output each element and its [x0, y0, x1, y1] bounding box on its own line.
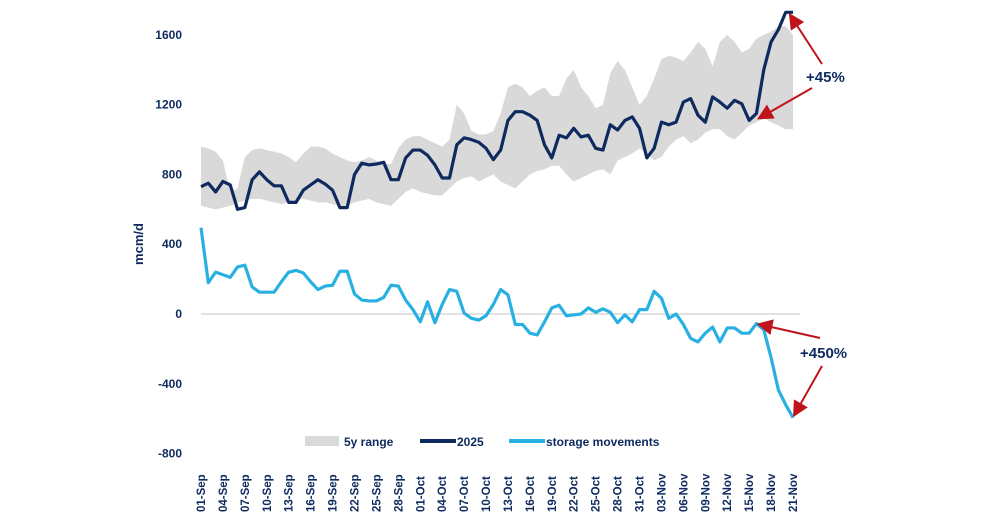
x-tick-label: 16-Oct: [525, 476, 537, 512]
x-tick-label: 01-Sep: [196, 474, 208, 512]
annotation-arrow: [795, 366, 822, 414]
x-tick-label: 25-Sep: [371, 474, 383, 512]
x-tick-label: 25-Oct: [591, 476, 603, 512]
annotation-450: +450%: [800, 345, 847, 362]
y-tick-label: -400: [158, 377, 182, 391]
series-storage-line: [201, 228, 793, 418]
x-tick-label: 22-Oct: [569, 476, 581, 512]
x-tick-label: 15-Nov: [744, 473, 756, 512]
y-tick-label: 1600: [155, 28, 182, 42]
y-tick-label: 800: [162, 167, 182, 181]
annotation-45: +45%: [806, 69, 845, 86]
x-tick-label: 09-Nov: [700, 473, 712, 512]
legend-label-range: 5y range: [344, 435, 394, 449]
y-tick-label: 1200: [155, 98, 182, 112]
x-tick-label: 28-Oct: [613, 476, 625, 512]
x-tick-label: 13-Sep: [284, 474, 296, 512]
x-tick-label: 12-Nov: [722, 473, 734, 512]
x-tick-label: 19-Sep: [328, 474, 340, 512]
x-tick-label: 13-Oct: [503, 476, 515, 512]
y-axis-label: mcm/d: [131, 223, 146, 265]
x-tick-label: 31-Oct: [635, 476, 647, 512]
legend-swatch-storage: [509, 439, 545, 443]
annotation-arrow: [791, 16, 822, 64]
x-tick-label: 07-Sep: [240, 474, 252, 512]
y-tick-label: 400: [162, 237, 182, 251]
annotation-arrow: [760, 325, 820, 338]
x-tick-label: 19-Oct: [547, 476, 559, 512]
range-area: [201, 26, 793, 209]
legend-label-2025: 2025: [457, 435, 484, 449]
x-tick-label: 04-Sep: [218, 474, 230, 512]
y-tick-label: -800: [158, 447, 182, 461]
x-tick-label: 10-Oct: [481, 476, 493, 512]
x-tick-label: 16-Sep: [306, 474, 318, 512]
x-tick-label: 18-Nov: [766, 473, 778, 512]
x-tick-label: 21-Nov: [788, 473, 800, 512]
legend-label-storage: storage movements: [546, 435, 660, 449]
x-tick-label: 04-Oct: [437, 476, 449, 512]
x-tick-label: 28-Sep: [393, 474, 405, 512]
legend-swatch-2025: [420, 439, 456, 443]
legend-swatch-range: [305, 436, 339, 446]
legend: 5y range 2025 storage movements: [305, 435, 660, 449]
x-tick-label: 22-Sep: [349, 474, 361, 512]
x-tick-label: 07-Oct: [459, 476, 471, 512]
x-tick-label: 01-Oct: [415, 476, 427, 512]
x-tick-label: 10-Sep: [262, 474, 274, 512]
y-tick-label: 0: [175, 307, 182, 321]
x-tick-label: 03-Nov: [656, 473, 668, 512]
x-tick-label: 06-Nov: [678, 473, 690, 512]
